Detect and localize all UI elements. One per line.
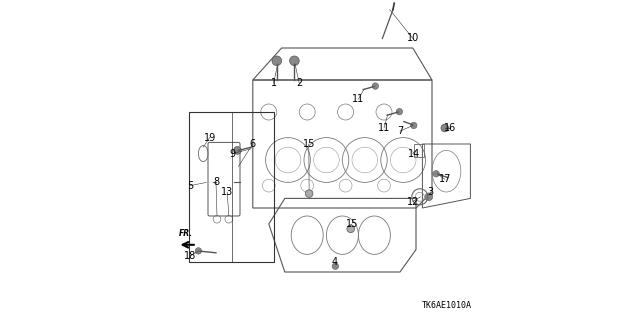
Text: 10: 10 [406, 33, 419, 44]
Text: 13: 13 [221, 187, 234, 197]
Text: 6: 6 [250, 139, 256, 149]
Text: 9: 9 [229, 148, 235, 159]
Circle shape [433, 171, 439, 177]
Circle shape [411, 122, 417, 129]
Circle shape [441, 124, 449, 132]
Text: 11: 11 [378, 123, 390, 133]
Text: 8: 8 [213, 177, 219, 188]
Text: 15: 15 [346, 219, 358, 229]
Text: 17: 17 [438, 174, 451, 184]
Circle shape [372, 83, 379, 89]
Text: 14: 14 [408, 148, 420, 159]
Bar [189, 112, 274, 262]
Text: 16: 16 [444, 123, 456, 133]
Text: FR.: FR. [179, 229, 193, 238]
Text: 2: 2 [296, 78, 302, 88]
Circle shape [289, 56, 300, 66]
Circle shape [234, 147, 241, 154]
Circle shape [396, 108, 403, 115]
Bar [415, 144, 424, 157]
Text: 4: 4 [332, 257, 337, 268]
Text: 15: 15 [303, 139, 315, 149]
Circle shape [425, 193, 433, 201]
Text: 5: 5 [188, 180, 193, 191]
Circle shape [305, 190, 313, 197]
Circle shape [347, 225, 355, 233]
Circle shape [195, 248, 202, 254]
Text: 12: 12 [406, 196, 419, 207]
Text: 19: 19 [204, 132, 216, 143]
Text: 7: 7 [397, 126, 403, 136]
Text: 18: 18 [184, 251, 196, 261]
Circle shape [272, 56, 282, 66]
Circle shape [332, 263, 339, 269]
Text: TK6AE1010A: TK6AE1010A [422, 301, 472, 310]
Text: 1: 1 [271, 78, 276, 88]
Text: 11: 11 [352, 94, 365, 104]
Text: 3: 3 [428, 187, 433, 197]
